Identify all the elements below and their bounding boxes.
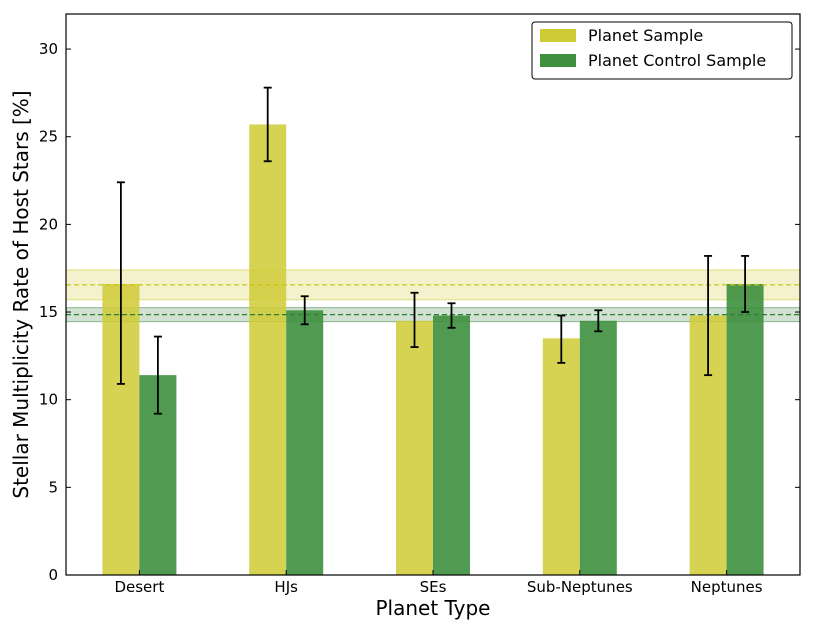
reference-lines — [66, 284, 800, 316]
bar-planet-control-sample-neptunes — [726, 283, 764, 575]
x-tick-label-ses: SEs — [420, 578, 447, 596]
y-tick-label-10: 10 — [39, 391, 58, 409]
x-tick-label-hjs: HJs — [274, 578, 298, 596]
bar-planet-control-sample-sub-neptunes — [579, 320, 617, 575]
y-axis: 0 5 10 15 20 25 30 — [39, 40, 800, 584]
x-axis-label: Planet Type — [376, 596, 491, 620]
bars — [102, 124, 764, 576]
legend-swatch-planet-control-sample — [540, 54, 576, 67]
bar-planet-sample-ses — [396, 320, 433, 575]
bar-planet-sample-hjs — [249, 124, 287, 576]
legend: Planet Sample Planet Control Sample — [531, 21, 793, 80]
legend-label-planet-sample: Planet Sample — [588, 26, 703, 45]
y-tick-label-5: 5 — [48, 478, 58, 496]
y-tick-label-30: 30 — [39, 40, 58, 58]
reference-bands — [65, 269, 801, 323]
y-tick-label-0: 0 — [48, 566, 58, 584]
y-tick-label-15: 15 — [39, 303, 58, 321]
y-axis-label: Stellar Multiplicity Rate of Host Stars … — [9, 90, 33, 498]
reference-band-planet-sample — [65, 269, 801, 301]
y-tick-label-25: 25 — [39, 128, 58, 146]
bar-planet-sample-sub-neptunes — [542, 338, 580, 575]
legend-box — [531, 21, 793, 80]
x-tick-label-desert: Desert — [114, 578, 164, 596]
error-bars — [116, 86, 750, 415]
legend-swatch-planet-sample — [540, 29, 576, 42]
x-axis: Desert HJs SEs Sub-Neptunes Neptunes — [114, 570, 763, 596]
x-tick-label-neptunes: Neptunes — [691, 578, 763, 596]
legend-label-planet-control-sample: Planet Control Sample — [588, 51, 766, 70]
y-tick-label-20: 20 — [39, 215, 58, 233]
bar-planet-control-sample-hjs — [286, 310, 324, 575]
x-tick-label-sub-neptunes: Sub-Neptunes — [527, 578, 633, 596]
bar-planet-control-sample-ses — [433, 315, 470, 575]
